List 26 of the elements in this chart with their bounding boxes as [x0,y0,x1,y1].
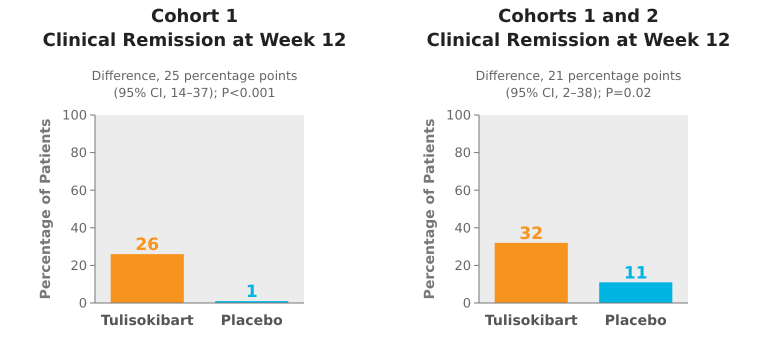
data-label: 32 [519,224,544,244]
chart-title: Cohort 1 Clinical Remission at Week 12 [42,6,346,51]
y-tick-label: 0 [78,296,87,312]
chart-subtitle: Difference, 25 percentage points (95% CI, 14–37); P<0.001 [92,68,298,100]
y-axis-title: Percentage of Patients [422,118,438,300]
x-tick-label: Placebo [220,313,284,329]
y-tick-label: 100 [446,108,471,124]
x-tick-label: Placebo [604,313,668,329]
y-tick-label: 20 [70,258,87,274]
y-tick-label: 60 [454,184,471,199]
chart-title: Cohorts 1 and 2 Clinical Remission at Week 12 [426,6,730,51]
data-label: 11 [624,263,648,284]
y-tick-label: 80 [454,146,471,162]
y-axis-title: Percentage of Patients [38,118,54,300]
x-tick-label: Tulisokibart [100,313,194,329]
y-tick-label: 80 [70,146,87,162]
data-label: 1 [246,282,258,302]
y-tick-label: 0 [462,296,471,312]
y-tick-label: 100 [62,108,87,124]
y-tick-label: 20 [454,258,471,274]
y-tick-label: 40 [454,221,471,236]
x-tick-label: Tulisokibart [484,313,578,329]
data-label: 26 [135,235,160,256]
y-tick-label: 60 [70,184,87,199]
chart-subtitle: Difference, 21 percentage points (95% CI, 2–38); P=0.02 [476,68,682,100]
y-tick-label: 40 [70,221,87,236]
